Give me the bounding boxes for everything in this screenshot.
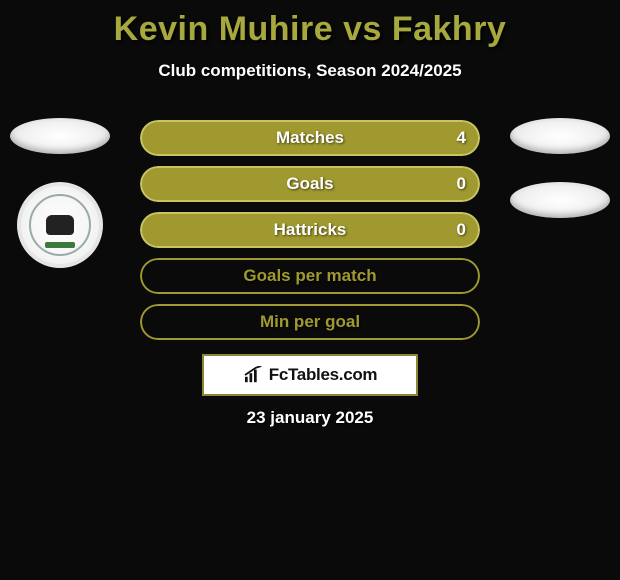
club-badge-left [17, 182, 103, 268]
stat-label: Goals per match [243, 266, 376, 286]
brand-text: FcTables.com [269, 365, 378, 385]
left-badge-column [10, 118, 110, 268]
stat-row: Goals per match [140, 258, 480, 294]
subtitle: Club competitions, Season 2024/2025 [0, 61, 620, 81]
page-title: Kevin Muhire vs Fakhry [0, 0, 620, 49]
right-badge-column [510, 118, 610, 218]
stat-label: Matches [276, 128, 344, 148]
stat-value: 4 [457, 128, 466, 148]
stat-label: Min per goal [260, 312, 360, 332]
club-badge-inner [29, 194, 91, 256]
stat-value: 0 [457, 220, 466, 240]
brand-chart-icon [243, 366, 265, 384]
stat-row: Min per goal [140, 304, 480, 340]
stat-value: 0 [457, 174, 466, 194]
stat-label: Goals [286, 174, 333, 194]
footer-date: 23 january 2025 [0, 408, 620, 428]
stat-row: Hattricks 0 [140, 212, 480, 248]
stat-row: Goals 0 [140, 166, 480, 202]
player-oval-right-1 [510, 118, 610, 154]
player-oval-right-2 [510, 182, 610, 218]
stat-row: Matches 4 [140, 120, 480, 156]
stats-panel: Matches 4 Goals 0 Hattricks 0 Goals per match M… [140, 120, 480, 340]
stat-label: Hattricks [274, 220, 347, 240]
player-oval-left [10, 118, 110, 154]
brand-box: FcTables.com [202, 354, 418, 396]
